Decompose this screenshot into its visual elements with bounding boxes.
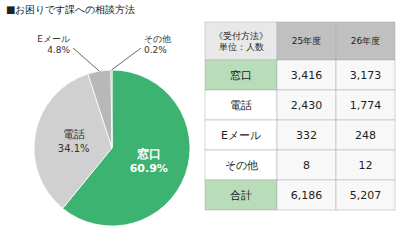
table-cell — [336, 150, 395, 180]
table-cell — [205, 150, 277, 180]
data-label: 4.8% — [47, 45, 70, 55]
table-cell — [205, 120, 277, 150]
table-cell-text: 3,173 — [350, 69, 382, 82]
table-cell-text: 12 — [359, 159, 373, 172]
table: 《受付方法》単位：人数 25年度 26年度窓口 3,416 3,173 電話 2,430 1,… — [205, 22, 395, 210]
table-cell — [336, 180, 395, 210]
table-cell-text: 332 — [296, 129, 317, 142]
slice-label: 電話 — [63, 128, 85, 141]
leader-line — [112, 48, 141, 70]
table-cell — [277, 150, 336, 180]
chart-root: ■お困りです課への相談方法窓口60.9%電話34.1%Eメール4.8%その他0.… — [0, 0, 401, 239]
slice-label: その他 — [144, 34, 171, 44]
table-cell — [336, 90, 395, 120]
table-header: 25年度 — [292, 36, 321, 46]
pie — [34, 70, 190, 226]
pie-slice — [111, 70, 113, 148]
slice-label: 窓口 — [137, 147, 161, 161]
background — [0, 0, 401, 239]
table-header-line: 26年度 — [351, 36, 380, 46]
table-cell-text: 2,430 — [291, 99, 323, 112]
table-cell-text: 248 — [355, 129, 376, 142]
table-cell — [336, 120, 395, 150]
table-header-cell — [336, 22, 395, 60]
table-cell-text: Eメール — [221, 129, 261, 142]
table-cell — [277, 90, 336, 120]
table-cell — [205, 60, 277, 90]
table-cell-text: 8 — [303, 159, 310, 172]
table-cell-text: 6,186 — [291, 189, 323, 202]
table-cell — [277, 120, 336, 150]
table-cell — [205, 90, 277, 120]
table-header: 《受付方法》単位：人数 — [214, 31, 268, 52]
slice-label: Eメール — [37, 34, 70, 44]
table-cell-text: 合計 — [230, 189, 252, 202]
data-label: 0.2% — [144, 45, 167, 55]
table-cell-text: 5,207 — [350, 189, 382, 202]
table-cell — [277, 60, 336, 90]
table-cell — [336, 60, 395, 90]
table-cell-text: その他 — [225, 159, 258, 172]
table-cell — [277, 180, 336, 210]
table-header-line: 25年度 — [292, 36, 321, 46]
table-cell-text: 3,416 — [291, 69, 323, 82]
table-cell-text: 窓口 — [230, 69, 252, 82]
table-cell-text: 1,774 — [350, 99, 382, 112]
table-header: 26年度 — [351, 36, 380, 46]
pie-labels: 窓口60.9% 電話 34.1% Eメール4.8% その他0.2% — [37, 34, 171, 175]
table-cell-text: 電話 — [230, 99, 252, 112]
leader-line — [73, 48, 99, 71]
pie-slice — [88, 70, 112, 148]
title: ■お困りです課への相談方法 — [6, 4, 135, 15]
data-label: 34.1% — [58, 143, 90, 154]
data-label: 60.9% — [130, 162, 168, 175]
table-header-cell — [277, 22, 336, 60]
table-cell — [205, 180, 277, 210]
table-header-line: 《受付方法》 — [214, 31, 268, 41]
table-header-cell — [205, 22, 277, 60]
table-header-line: 単位：人数 — [219, 42, 264, 52]
